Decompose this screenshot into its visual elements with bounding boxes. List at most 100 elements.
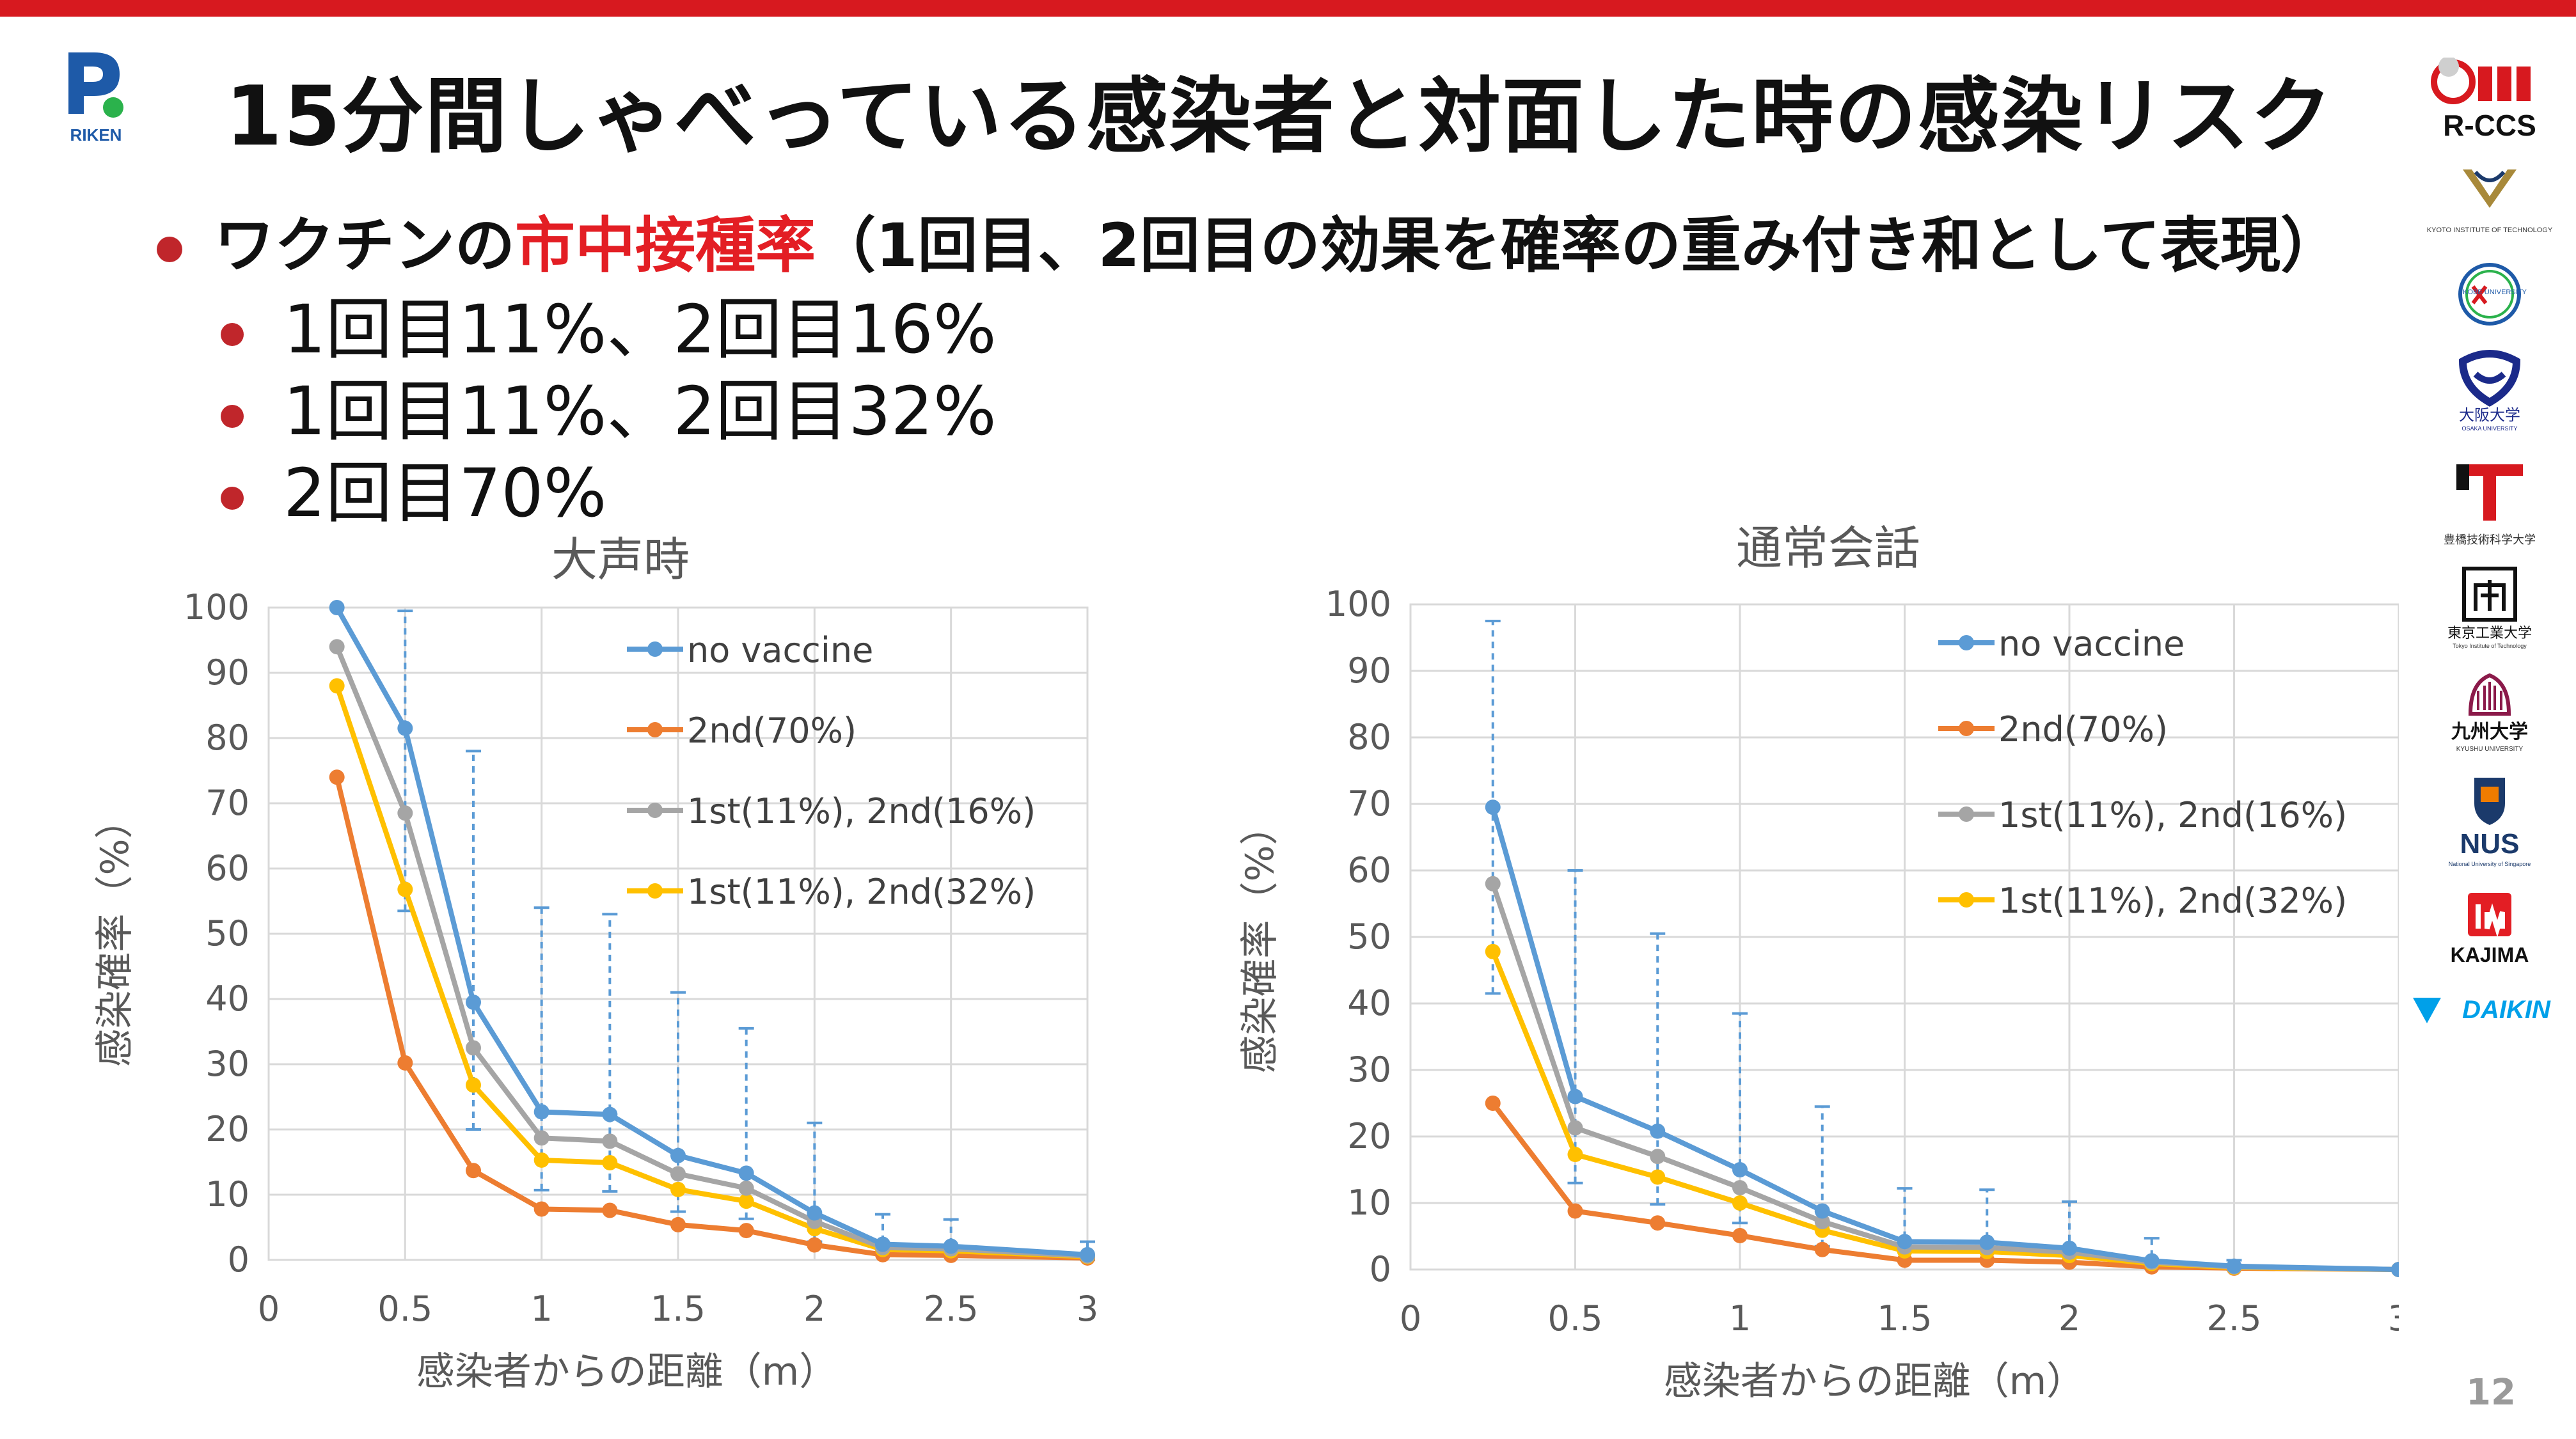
- data-point: [1485, 799, 1501, 815]
- legend-label: 1st(11%), 2nd(32%): [1998, 881, 2347, 921]
- rccs-logo: R-CCS: [2412, 56, 2568, 147]
- daikin-logo: DAIKIN: [2412, 985, 2568, 1036]
- legend-label: 2nd(70%): [687, 711, 857, 751]
- kajima-logo-text: KAJIMA: [2451, 943, 2529, 966]
- legend-label: no vaccine: [687, 630, 873, 670]
- legend-swatch-marker: [647, 803, 663, 818]
- top-accent-bar: [0, 0, 2576, 17]
- data-point: [1979, 1234, 1995, 1250]
- kyushu-logo-subtext: KYUSHU UNIVERSITY: [2456, 746, 2524, 753]
- sub-bullet: 1回目11%、2回目16%: [221, 275, 997, 372]
- bullet-main-prefix: ワクチンの: [214, 211, 516, 281]
- data-point: [1732, 1227, 1748, 1243]
- plot-area-border: [267, 606, 1089, 1261]
- osaka-logo-subtext: OSAKA UNIVERSITY: [2461, 425, 2517, 432]
- kyoto-it-mark-icon: KYOTO INSTITUTE OF TECHNOLOGY: [2427, 169, 2553, 234]
- partner-logo-column: R-CCS KYOTO INSTITUTE OF TECHNOLOGY KOBE…: [2412, 56, 2568, 1055]
- data-point: [1732, 1162, 1748, 1177]
- data-point: [602, 1202, 618, 1218]
- y-axis-label: 感染確率（%）: [93, 800, 138, 1067]
- data-point: [1080, 1246, 1095, 1262]
- plot-area-border: [1409, 603, 2399, 1271]
- y-tick-label: 50: [205, 913, 249, 954]
- legend-item: 1st(11%), 2nd(16%): [627, 791, 1036, 831]
- data-point: [533, 1104, 549, 1120]
- y-tick-label: 30: [205, 1044, 249, 1084]
- y-tick-label: 70: [1347, 783, 1391, 824]
- data-point: [1650, 1149, 1666, 1165]
- y-tick-label: 20: [205, 1109, 249, 1149]
- data-point: [466, 1040, 481, 1056]
- data-point: [670, 1147, 686, 1163]
- legend-label: 1st(11%), 2nd(32%): [687, 872, 1036, 912]
- kobe-mark-icon: KOBE UNIVERSITY: [2458, 263, 2527, 326]
- y-tick-label: 90: [205, 652, 249, 693]
- osaka-logo: 大阪大学 OSAKA UNIVERSITY: [2412, 349, 2568, 435]
- data-point: [1567, 1147, 1583, 1163]
- x-tick-label: 3: [1077, 1289, 1098, 1329]
- data-point: [1567, 1089, 1583, 1105]
- data-point: [533, 1201, 549, 1217]
- y-tick-label: 0: [228, 1239, 249, 1280]
- data-point: [466, 1163, 481, 1179]
- riken-logo-text: RIKEN: [70, 125, 122, 145]
- y-tick-label: 0: [1370, 1249, 1391, 1289]
- data-point: [329, 639, 345, 655]
- bullet-main: ワクチンの市中接種率（1回目、2回目の効果を確率の重み付き和として表現）: [157, 197, 2341, 284]
- data-point: [670, 1216, 686, 1232]
- data-point: [329, 678, 345, 694]
- data-point: [602, 1133, 618, 1149]
- legend-item: 1st(11%), 2nd(16%): [1938, 795, 2347, 835]
- page-number: 12: [2466, 1372, 2516, 1413]
- data-point: [1732, 1195, 1748, 1211]
- data-point: [738, 1193, 754, 1209]
- x-tick-label: 0.5: [377, 1289, 432, 1329]
- toyohashi-logo: 豊橋技術科学大学: [2412, 460, 2568, 550]
- nus-logo-text: NUS: [2460, 828, 2520, 860]
- data-point: [738, 1180, 754, 1196]
- series-line: [1490, 806, 2399, 1272]
- series-line: [1490, 1101, 2399, 1272]
- kajima-mark-icon: KAJIMA: [2451, 893, 2529, 966]
- data-point: [807, 1237, 823, 1253]
- legend-item: 2nd(70%): [627, 711, 857, 751]
- data-point: [1485, 1096, 1501, 1111]
- data-point: [397, 720, 413, 736]
- chart-legend: no vaccine 2nd(70%) 1st(11%), 2nd(16%) 1st(…: [1938, 624, 2347, 921]
- osaka-logo-text: 大阪大学: [2459, 406, 2520, 424]
- kyushu-logo: 九州大学 KYUSHU UNIVERSITY: [2412, 672, 2568, 761]
- legend-label: 2nd(70%): [1998, 709, 2168, 750]
- sub-bullet: 2回目70%: [221, 439, 606, 535]
- y-tick-label: 40: [1347, 983, 1391, 1023]
- legend-label: 1st(11%), 2nd(16%): [1998, 795, 2347, 835]
- y-tick-label: 10: [1347, 1183, 1391, 1223]
- bullet-dot-icon: [221, 486, 244, 510]
- chart-title: 通常会話: [1736, 521, 1920, 575]
- data-point: [670, 1166, 686, 1182]
- toyohashi-mark-icon: 豊橋技術科学大学: [2444, 464, 2536, 547]
- riken-dot-icon: [103, 97, 123, 118]
- nus-logo: NUS National University of Singapore: [2412, 774, 2568, 876]
- page-title: 15分間しゃべっている感染者と対面した時の感染リスク: [225, 69, 2334, 164]
- data-point: [2062, 1240, 2077, 1256]
- chart-grid: [1409, 603, 2399, 1271]
- y-tick-label: 60: [1347, 850, 1391, 890]
- x-tick-label: 1: [1729, 1298, 1751, 1339]
- legend-item: 2nd(70%): [1938, 709, 2168, 750]
- data-point: [602, 1106, 618, 1122]
- error-bar: [1650, 932, 1666, 1206]
- nus-mark-icon: NUS National University of Singapore: [2449, 778, 2531, 867]
- data-point: [1567, 1120, 1583, 1136]
- data-point: [1650, 1215, 1666, 1231]
- bullet-main-highlight: 市中接種率: [515, 211, 816, 281]
- data-point: [397, 805, 413, 821]
- y-tick-label: 50: [1347, 916, 1391, 957]
- x-tick-label: 3: [2388, 1298, 2399, 1339]
- data-point: [670, 1181, 686, 1197]
- data-point: [1567, 1203, 1583, 1219]
- x-axis-label: 感染者からの距離（m）: [416, 1349, 837, 1394]
- sub-bullet-text: 1回目11%、2回目32%: [283, 372, 997, 450]
- sub-bullet: 1回目11%、2回目32%: [221, 357, 997, 453]
- data-point: [738, 1165, 754, 1181]
- data-point: [807, 1205, 823, 1221]
